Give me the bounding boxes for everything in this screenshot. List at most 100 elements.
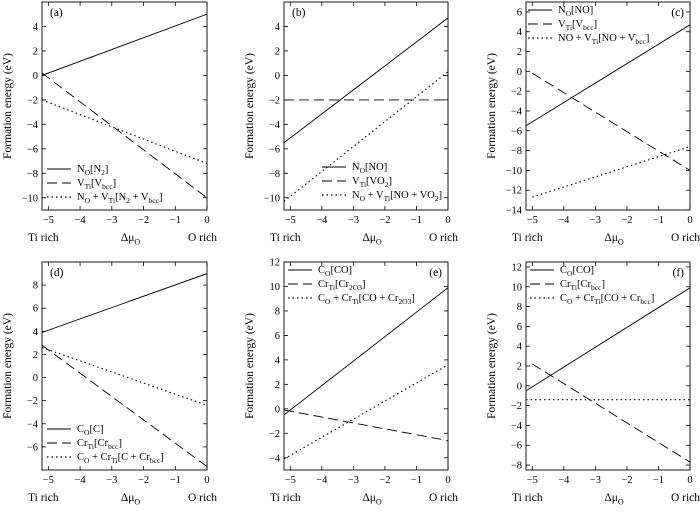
plot-frame bbox=[41, 261, 208, 471]
x-axis-left-label: Ti rich bbox=[28, 232, 59, 244]
legend-entry: VTi[Vbcc] bbox=[77, 178, 116, 191]
y-tick-label: 2 bbox=[517, 47, 522, 58]
legend-entry: NO[NO] bbox=[352, 162, 387, 175]
panel-label: (a) bbox=[50, 7, 63, 19]
legend-entry: CO[CO] bbox=[560, 265, 594, 278]
x-axis-right-label: O rich bbox=[429, 492, 458, 504]
series-line bbox=[42, 273, 207, 333]
series-line bbox=[526, 24, 690, 127]
x-axis-label: ΔμO bbox=[121, 232, 141, 247]
x-axis-left-label: Ti rich bbox=[512, 492, 543, 504]
series-line bbox=[532, 146, 690, 198]
y-axis-label: Formation energy (eV) bbox=[244, 313, 256, 419]
y-tick-label: 0 bbox=[33, 71, 38, 82]
y-axis-label: Formation energy (eV) bbox=[2, 313, 14, 419]
legend-entry: VTi[VO2] bbox=[352, 176, 392, 189]
y-tick-label: −4 bbox=[27, 419, 39, 430]
y-tick-label: −2 bbox=[27, 396, 38, 407]
x-axis-label: ΔμO bbox=[121, 492, 141, 507]
x-axis-right-label: O rich bbox=[188, 492, 217, 504]
y-tick-label: −2 bbox=[269, 95, 280, 106]
legend-entry: NO + VTi[NO + VO2] bbox=[352, 190, 442, 203]
series-line bbox=[532, 72, 690, 171]
y-tick-label: −10 bbox=[22, 193, 38, 204]
x-tick-label: 0 bbox=[445, 475, 450, 486]
y-tick-label: 0 bbox=[33, 373, 38, 384]
y-axis-label: Formation energy (eV) bbox=[244, 53, 256, 159]
y-tick-label: −8 bbox=[27, 169, 38, 180]
series-line bbox=[42, 346, 207, 406]
panel-label: (b) bbox=[292, 7, 306, 19]
x-tick-label: −1 bbox=[653, 215, 664, 226]
y-tick-label: 2 bbox=[275, 46, 280, 57]
panel-label: (d) bbox=[50, 267, 64, 279]
x-tick-label: −2 bbox=[379, 215, 390, 226]
x-tick-label: −3 bbox=[106, 475, 117, 486]
x-axis-label: ΔμO bbox=[362, 492, 382, 507]
x-axis-left-label: Ti rich bbox=[512, 232, 543, 244]
y-tick-label: 4 bbox=[275, 22, 281, 33]
x-tick-label: −3 bbox=[590, 215, 601, 226]
x-tick-label: −5 bbox=[285, 475, 296, 486]
y-tick-label: 2 bbox=[517, 362, 522, 373]
chart-panel-d: −5 −4 −3 −2 −1 0 −6 −4 −2 0 2 4 6 8 (d) Formation energ… bbox=[2, 261, 217, 507]
x-tick-label: −3 bbox=[348, 475, 359, 486]
x-tick-label: −4 bbox=[74, 475, 86, 486]
legend-entry: NO + VTi[N2 + Vbcc] bbox=[77, 192, 163, 205]
x-tick-label: −3 bbox=[590, 475, 601, 486]
y-tick-label: −2 bbox=[27, 95, 38, 106]
x-tick-label: −2 bbox=[621, 475, 632, 486]
x-tick-label: 0 bbox=[687, 215, 692, 226]
x-tick-label: −4 bbox=[316, 215, 328, 226]
x-tick-label: −4 bbox=[74, 215, 86, 226]
x-axis-left-label: Ti rich bbox=[270, 492, 301, 504]
plot-frame bbox=[283, 1, 449, 211]
y-tick-label: −6 bbox=[27, 442, 38, 453]
y-tick-label: 10 bbox=[512, 282, 523, 293]
y-tick-label: −2 bbox=[511, 87, 522, 98]
legend-entry: CO + CrTi[C + Crbcc] bbox=[77, 452, 164, 465]
y-tick-label: 4 bbox=[275, 355, 281, 366]
x-axis-right-label: O rich bbox=[671, 232, 700, 244]
x-tick-label: −5 bbox=[43, 215, 54, 226]
legend-entry: CrTi[Cr2O3] bbox=[318, 279, 365, 292]
x-tick-label: −5 bbox=[527, 475, 538, 486]
x-axis-left-label: Ti rich bbox=[270, 232, 301, 244]
series-line bbox=[284, 17, 448, 144]
y-tick-label: −8 bbox=[511, 461, 522, 472]
x-tick-label: −5 bbox=[285, 215, 296, 226]
y-tick-label: 4 bbox=[517, 27, 523, 38]
y-tick-label: 12 bbox=[512, 262, 523, 273]
x-tick-label: −3 bbox=[348, 215, 359, 226]
y-tick-label: 0 bbox=[517, 381, 522, 392]
y-tick-label: −2 bbox=[269, 429, 280, 440]
y-tick-label: −10 bbox=[506, 166, 522, 177]
x-tick-label: 0 bbox=[687, 475, 692, 486]
y-tick-label: −12 bbox=[506, 186, 522, 197]
series-line bbox=[42, 72, 207, 199]
series-line bbox=[284, 71, 448, 202]
x-axis-right-label: O rich bbox=[671, 492, 700, 504]
y-tick-label: 6 bbox=[517, 322, 522, 333]
y-axis-label: Formation energy (eV) bbox=[2, 53, 14, 159]
series-line bbox=[532, 363, 690, 463]
y-tick-label: −2 bbox=[511, 401, 522, 412]
legend-entry: CO + CrTi[CO + Crbcc] bbox=[560, 293, 654, 306]
x-axis-left-label: Ti rich bbox=[28, 492, 59, 504]
y-tick-label: 10 bbox=[270, 282, 281, 293]
y-tick-label: −8 bbox=[269, 169, 280, 180]
y-tick-label: 2 bbox=[33, 350, 38, 361]
x-axis-right-label: O rich bbox=[429, 232, 458, 244]
chart-panel-f: −5 −4 −3 −2 −1 0 −8 −6 −4 −2 0 2 4 6 8 10 12 (f) Formation… bbox=[486, 261, 700, 507]
y-tick-label: 8 bbox=[33, 281, 38, 292]
x-tick-label: −5 bbox=[527, 215, 538, 226]
legend-entry: CrTi[Crbcc] bbox=[560, 279, 605, 292]
y-tick-label: −4 bbox=[27, 120, 39, 131]
x-tick-label: 0 bbox=[204, 475, 209, 486]
legend-entry: NO + VTi[NO + Vbcc] bbox=[558, 33, 649, 46]
x-tick-label: −5 bbox=[43, 475, 54, 486]
series-line bbox=[42, 99, 207, 165]
series-line bbox=[42, 344, 207, 467]
